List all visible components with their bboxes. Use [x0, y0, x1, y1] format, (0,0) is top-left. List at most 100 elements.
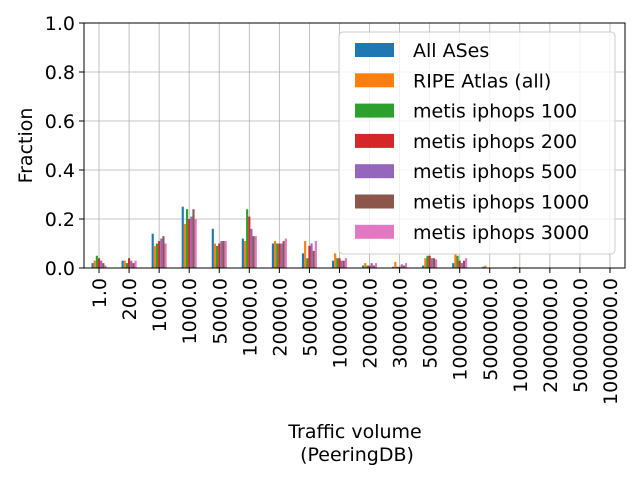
x-tick-label: 10000000.0 — [510, 278, 532, 393]
bar — [462, 260, 466, 268]
bar — [301, 253, 305, 268]
bar — [216, 245, 219, 268]
bar — [153, 245, 156, 268]
legend-label: metis iphops 200 — [413, 131, 577, 153]
bar — [162, 236, 165, 268]
bar — [396, 266, 399, 268]
bar — [465, 258, 468, 268]
bar — [220, 241, 223, 268]
bar — [241, 238, 244, 268]
bar — [331, 260, 335, 268]
x-tick-label: 50000.0 — [299, 278, 321, 357]
bar — [368, 265, 371, 268]
bar — [340, 260, 343, 268]
bar — [338, 258, 341, 268]
bar — [132, 263, 135, 268]
bar — [91, 263, 94, 268]
x-tick-label: 5000.0 — [209, 278, 231, 344]
y-axis-ticks: 0.0 0.2 0.4 0.6 0.8 1.0 — [45, 13, 84, 280]
bar — [125, 263, 129, 268]
bar — [134, 260, 137, 268]
y-tick-label: 0.2 — [45, 209, 75, 231]
bar — [366, 265, 369, 268]
y-tick-label: 0.4 — [45, 160, 75, 182]
bar — [188, 219, 191, 268]
bar — [246, 209, 249, 268]
legend-label: metis iphops 500 — [413, 161, 577, 183]
bar — [280, 243, 283, 268]
bar — [276, 243, 279, 268]
x-tick-label: 10000.0 — [239, 278, 261, 357]
bar — [364, 263, 367, 268]
x-tick-label: 1000.0 — [179, 278, 201, 344]
y-axis-label: Fraction — [15, 108, 37, 184]
bar — [273, 241, 277, 268]
x-tick-label: 200000.0 — [360, 278, 382, 369]
bar — [278, 243, 281, 268]
x-tick-label: 500000.0 — [420, 278, 442, 369]
y-tick-label: 0.8 — [45, 62, 75, 84]
bar — [514, 266, 517, 268]
bar — [430, 258, 433, 268]
x-tick-label: 1000000.0 — [450, 278, 472, 381]
bar — [102, 263, 105, 268]
bar — [482, 266, 485, 268]
bar — [400, 264, 403, 268]
bar — [222, 241, 225, 268]
bar — [95, 255, 98, 268]
bar — [284, 238, 287, 268]
bar — [394, 261, 397, 268]
bar — [151, 233, 154, 268]
legend-label: RIPE Atlas (all) — [413, 70, 551, 92]
bar — [158, 241, 161, 268]
bar — [211, 228, 214, 268]
bar — [271, 243, 274, 268]
y-tick-label: 1.0 — [45, 13, 75, 35]
bar — [306, 258, 309, 268]
bar — [304, 241, 307, 268]
bar — [374, 263, 378, 268]
x-tick-label: 20000000.0 — [540, 278, 562, 393]
bar — [398, 266, 401, 268]
bar — [224, 241, 227, 268]
bar — [282, 241, 285, 268]
bar — [160, 238, 163, 268]
x-tick-label: 100.0 — [149, 278, 171, 332]
bar — [128, 258, 131, 268]
legend-box — [338, 31, 616, 255]
bar — [213, 243, 217, 268]
bar — [454, 253, 457, 268]
legend-swatch — [355, 73, 394, 88]
legend-swatch — [355, 224, 394, 239]
bar — [426, 255, 429, 268]
bars — [91, 206, 517, 268]
bar — [460, 263, 463, 268]
legend-label: metis iphops 3000 — [413, 222, 589, 244]
bar — [424, 258, 427, 268]
bar — [456, 255, 459, 268]
bar — [104, 265, 107, 268]
bar — [130, 260, 133, 268]
bar — [252, 236, 255, 268]
bar — [344, 258, 347, 268]
bar — [452, 263, 455, 268]
bar — [432, 258, 436, 268]
x-tick-label: 100000.0 — [329, 278, 351, 369]
bar — [155, 243, 159, 268]
bar — [484, 265, 487, 268]
bar — [402, 265, 405, 268]
x-tick-label: 300000.0 — [390, 278, 412, 369]
x-axis-label: Traffic volume — [287, 421, 422, 443]
y-tick-label: 0.0 — [45, 258, 75, 280]
x-tick-label: 20000.0 — [269, 278, 291, 357]
legend-label: metis iphops 1000 — [413, 192, 589, 214]
legend-swatch — [355, 194, 394, 209]
bar — [121, 260, 124, 268]
bar — [192, 209, 195, 268]
legend-swatch — [355, 133, 394, 148]
x-tick-label: 20.0 — [119, 278, 141, 320]
y-tick-label: 0.6 — [45, 111, 75, 133]
bar — [314, 241, 317, 268]
bar — [372, 265, 375, 268]
